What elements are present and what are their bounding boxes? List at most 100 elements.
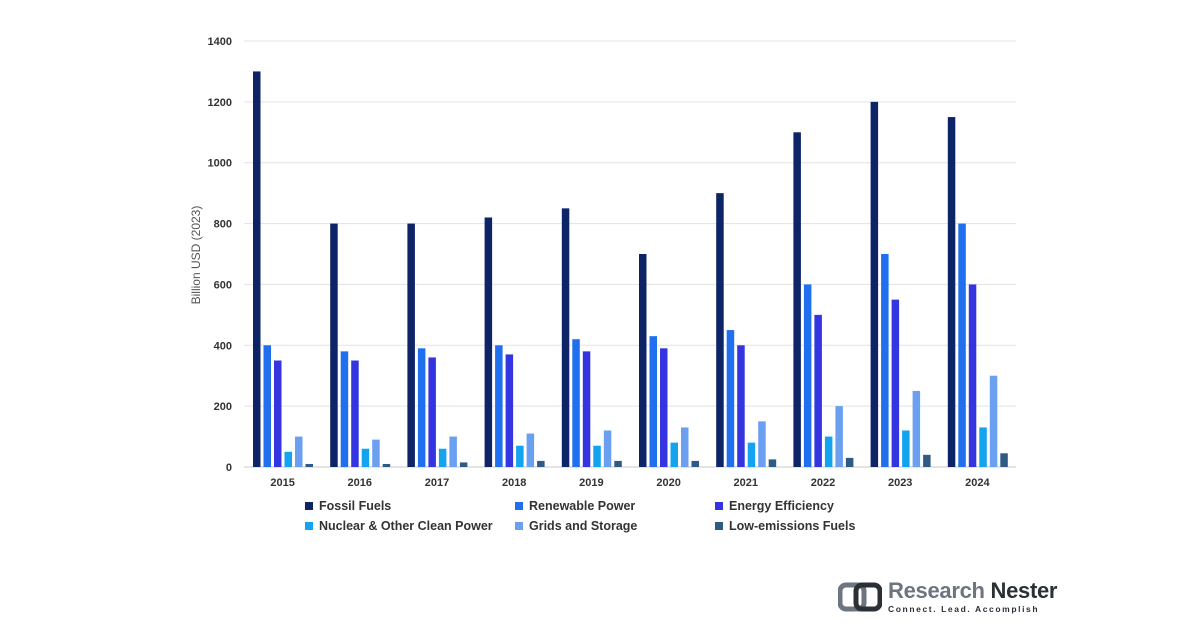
- legend-swatch: [305, 502, 313, 510]
- legend-swatch: [715, 522, 723, 530]
- y-tick-label: 800: [214, 219, 232, 231]
- bar-low-emissions-fuels: [382, 463, 391, 467]
- x-tick-label: 2015: [270, 477, 294, 489]
- x-tick-label: 2021: [734, 477, 758, 489]
- bar-low-emissions-fuels: [845, 457, 854, 467]
- bar-grids-and-storage: [912, 390, 921, 467]
- bar-grids-and-storage: [372, 439, 380, 467]
- bar-renewable-power: [958, 223, 966, 467]
- bar-nuclear-other-clean-power: [516, 445, 524, 467]
- x-tick-label: 2024: [965, 477, 990, 489]
- y-tick-label: 0: [226, 462, 232, 474]
- y-tick-label: 400: [214, 340, 232, 352]
- bar-renewable-power: [340, 351, 349, 467]
- bar-grids-and-storage: [603, 430, 612, 467]
- bar-low-emissions-fuels: [691, 460, 699, 467]
- bar-renewable-power: [263, 345, 271, 467]
- bar-renewable-power: [803, 284, 812, 467]
- bar-nuclear-other-clean-power: [747, 442, 756, 467]
- brand-name: Research Nester: [888, 580, 1057, 602]
- legend-label: Energy Efficiency: [729, 499, 834, 513]
- y-tick-label: 600: [214, 279, 232, 291]
- legend-item: Nuclear & Other Clean Power: [305, 519, 515, 533]
- y-tick-label: 1200: [208, 97, 232, 109]
- legend-label: Fossil Fuels: [319, 499, 392, 513]
- bar-grids-and-storage: [449, 436, 457, 467]
- bar-fossil-fuels: [947, 117, 956, 468]
- legend-item: Low-emissions Fuels: [715, 519, 865, 533]
- bar-renewable-power: [649, 336, 657, 467]
- legend-item: Grids and Storage: [515, 519, 715, 533]
- legend-label: Renewable Power: [529, 499, 636, 513]
- x-tick-label: 2018: [502, 477, 526, 489]
- y-tick-label: 1000: [208, 158, 232, 170]
- bar-energy-efficiency: [274, 360, 282, 467]
- legend-label: Low-emissions Fuels: [729, 519, 856, 533]
- bar-energy-efficiency: [891, 299, 900, 467]
- legend: Fossil Fuels Renewable Power Energy Effici…: [305, 499, 865, 533]
- bar-energy-efficiency: [428, 357, 436, 467]
- bar-nuclear-other-clean-power: [824, 436, 833, 467]
- bar-nuclear-other-clean-power: [284, 451, 292, 467]
- bar-fossil-fuels: [253, 71, 261, 467]
- bar-nuclear-other-clean-power: [438, 448, 447, 467]
- x-tick-label: 2017: [425, 477, 449, 489]
- y-axis-label: Billion USD (2023): [189, 206, 203, 305]
- bar-renewable-power: [726, 330, 735, 467]
- research-nester-logo: Research Nester Connect. Lead. Accomplis…: [838, 580, 1057, 614]
- bar-nuclear-other-clean-power: [979, 427, 987, 467]
- x-tick-label: 2019: [579, 477, 603, 489]
- logo-mark-icon: [838, 582, 882, 612]
- legend-swatch: [515, 502, 523, 510]
- bar-renewable-power: [881, 254, 889, 467]
- bar-low-emissions-fuels: [537, 460, 545, 467]
- x-tick-label: 2022: [811, 477, 835, 489]
- legend-label: Grids and Storage: [529, 519, 638, 533]
- bar-fossil-fuels: [793, 132, 801, 468]
- bar-low-emissions-fuels: [614, 460, 622, 467]
- x-tick-label: 2016: [348, 477, 372, 489]
- bar-grids-and-storage: [526, 433, 535, 467]
- y-tick-label: 1400: [208, 36, 232, 48]
- bar-nuclear-other-clean-power: [902, 430, 910, 467]
- bar-nuclear-other-clean-power: [593, 445, 601, 467]
- y-tick-label: 200: [214, 401, 232, 413]
- x-tick-label: 2023: [888, 477, 912, 489]
- legend-swatch: [305, 522, 313, 530]
- bar-low-emissions-fuels: [768, 459, 777, 467]
- bar-low-emissions-fuels: [459, 462, 468, 467]
- bar-fossil-fuels: [330, 223, 338, 467]
- x-tick-label: 2020: [656, 477, 680, 489]
- bar-fossil-fuels: [639, 254, 647, 467]
- bar-energy-efficiency: [660, 348, 668, 467]
- bar-fossil-fuels: [484, 217, 493, 467]
- bar-nuclear-other-clean-power: [361, 448, 370, 467]
- bar-nuclear-other-clean-power: [670, 442, 678, 467]
- bar-energy-efficiency: [968, 284, 977, 467]
- bar-energy-efficiency: [814, 314, 822, 467]
- bar-low-emissions-fuels: [305, 463, 313, 467]
- legend-item: Energy Efficiency: [715, 499, 865, 513]
- bar-energy-efficiency: [351, 360, 359, 467]
- brand-name-part1: Research: [888, 578, 985, 603]
- bar-grids-and-storage: [681, 427, 689, 467]
- bar-energy-efficiency: [505, 354, 514, 467]
- legend-swatch: [515, 522, 523, 530]
- legend-item: Renewable Power: [515, 499, 715, 513]
- bar-renewable-power: [495, 345, 503, 467]
- bar-fossil-fuels: [561, 208, 570, 467]
- bar-renewable-power: [572, 339, 580, 467]
- bar-grids-and-storage: [835, 406, 843, 467]
- x-axis-ticks: 2015 2016 2017 2018 2019 2020 2021 2022 2023 2024: [270, 477, 990, 489]
- bar-grids-and-storage: [758, 421, 766, 467]
- bar-grids-and-storage: [295, 436, 303, 467]
- bar-energy-efficiency: [737, 345, 745, 467]
- bar-low-emissions-fuels: [1000, 453, 1008, 467]
- bar-fossil-fuels: [870, 101, 879, 467]
- gridlines: [244, 40, 1016, 468]
- bars: [253, 71, 1008, 468]
- bar-energy-efficiency: [582, 351, 591, 467]
- brand-name-part2: Nester: [990, 578, 1058, 603]
- bar-low-emissions-fuels: [923, 454, 931, 467]
